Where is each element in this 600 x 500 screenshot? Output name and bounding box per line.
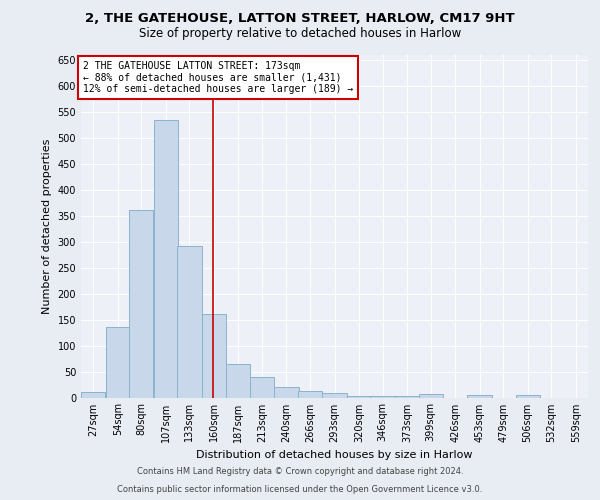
Bar — [467, 395, 492, 398]
Bar — [81, 392, 106, 398]
Text: Contains HM Land Registry data © Crown copyright and database right 2024.: Contains HM Land Registry data © Crown c… — [137, 467, 463, 476]
Bar — [370, 396, 395, 398]
Bar — [298, 391, 322, 398]
Bar — [322, 394, 347, 398]
Bar — [250, 376, 274, 398]
Bar — [154, 120, 178, 398]
Bar — [395, 396, 419, 398]
Bar — [515, 395, 540, 398]
Text: Contains public sector information licensed under the Open Government Licence v3: Contains public sector information licen… — [118, 485, 482, 494]
Y-axis label: Number of detached properties: Number of detached properties — [42, 138, 52, 314]
X-axis label: Distribution of detached houses by size in Harlow: Distribution of detached houses by size … — [196, 450, 473, 460]
Bar — [347, 396, 371, 398]
Text: 2 THE GATEHOUSE LATTON STREET: 173sqm
← 88% of detached houses are smaller (1,43: 2 THE GATEHOUSE LATTON STREET: 173sqm ← … — [83, 61, 353, 94]
Bar — [129, 210, 154, 398]
Bar — [202, 314, 226, 398]
Text: Size of property relative to detached houses in Harlow: Size of property relative to detached ho… — [139, 28, 461, 40]
Bar — [419, 394, 443, 398]
Bar — [274, 387, 299, 398]
Bar — [226, 364, 250, 398]
Bar — [177, 246, 202, 398]
Bar — [106, 328, 130, 398]
Text: 2, THE GATEHOUSE, LATTON STREET, HARLOW, CM17 9HT: 2, THE GATEHOUSE, LATTON STREET, HARLOW,… — [85, 12, 515, 26]
